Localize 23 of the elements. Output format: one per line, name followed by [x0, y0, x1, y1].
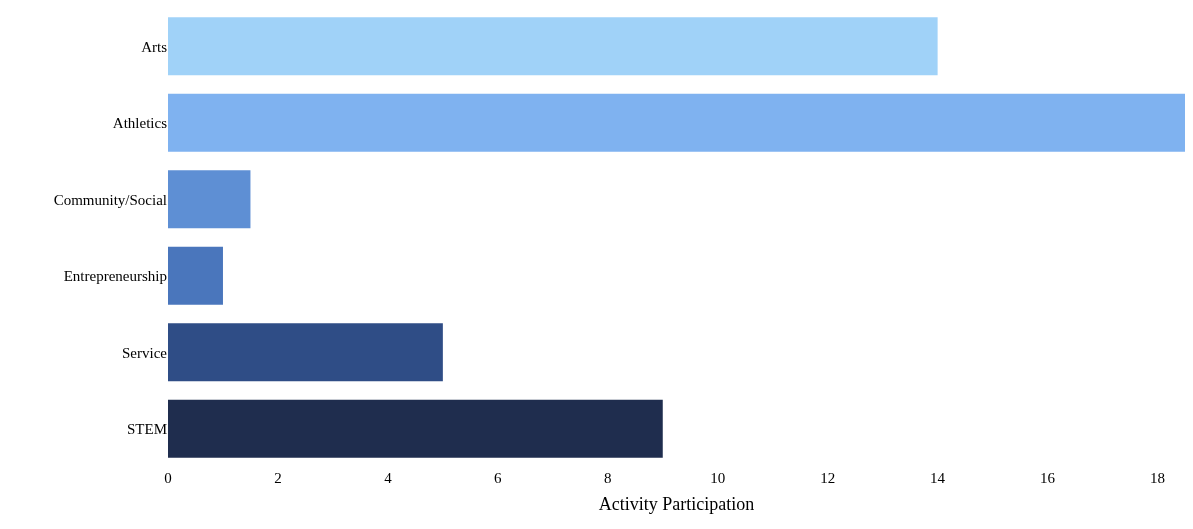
x-tick-label: 8 — [604, 470, 612, 486]
x-tick-label: 12 — [820, 470, 836, 486]
y-tick-label: Service — [122, 344, 168, 361]
x-tick-label: 18 — [1150, 470, 1166, 486]
x-tick-label: 16 — [1040, 470, 1056, 486]
bar — [168, 399, 663, 458]
y-tick-label: STEM — [126, 421, 167, 437]
x-tick-label: 10 — [710, 470, 726, 486]
bar — [168, 93, 1185, 152]
x-tick-label: 2 — [274, 470, 282, 486]
y-tick-label: Entrepreneurship — [63, 268, 167, 284]
x-tick-label: 0 — [164, 470, 172, 486]
y-tick-label: Community/Social — [53, 191, 167, 208]
x-axis-title: Activity Participation — [598, 494, 755, 515]
bar — [168, 17, 938, 76]
y-tick-label: Arts — [141, 38, 168, 55]
bar — [168, 246, 223, 305]
bar — [168, 323, 443, 382]
y-tick-label: Athletics — [112, 115, 168, 131]
x-tick-label: 14 — [930, 470, 946, 486]
bar — [168, 170, 251, 229]
x-tick-label: 4 — [384, 470, 393, 486]
x-tick-label: 6 — [494, 470, 503, 486]
